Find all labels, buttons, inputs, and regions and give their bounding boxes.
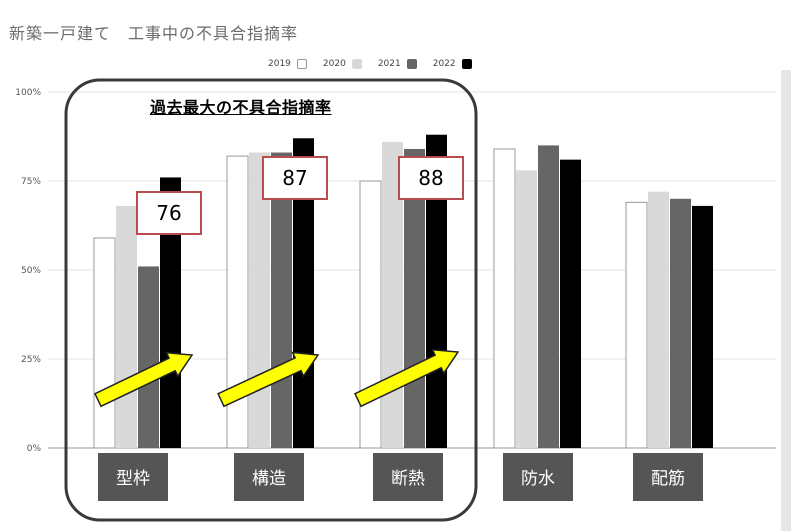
chart-title: 新築一戸建て 工事中の不具合指摘率	[9, 24, 299, 43]
callout-kouzou: 87	[262, 156, 328, 200]
legend-label: 2020	[322, 59, 346, 69]
category-label: 防水	[521, 469, 555, 489]
legend-swatch	[351, 59, 362, 69]
bar-2021-4	[670, 198, 691, 448]
y-tick-label: 100%	[15, 88, 41, 98]
category-label: 配筋	[651, 469, 685, 489]
y-tick-label: 25%	[21, 355, 41, 365]
bar-2019-3	[493, 148, 516, 449]
callout-dannetsu: 88	[398, 156, 464, 200]
bar-2019-1	[226, 155, 249, 449]
highlight-title: 過去最大の不具合指摘率	[150, 98, 332, 117]
callout-katawaku: 76	[136, 191, 202, 235]
bar-2022-3	[560, 159, 581, 448]
legend-item-2022: 2022	[433, 59, 472, 69]
trend-arrow-icon	[217, 351, 320, 408]
legend-item-2021: 2021	[378, 59, 417, 69]
category-box	[373, 453, 443, 501]
bar-2020-4	[648, 191, 669, 448]
legend-item-2020: 2020	[323, 59, 362, 69]
y-tick-label: 75%	[21, 177, 41, 187]
legend-item-2019: 2019	[268, 59, 307, 69]
category-label: 断熱	[391, 469, 425, 489]
legend: 2019 2020 2021 2022	[268, 57, 488, 71]
bar-2021-0	[138, 266, 159, 448]
legend-swatch	[461, 59, 472, 69]
bar-2019-4	[625, 201, 648, 449]
legend-swatch	[296, 59, 307, 69]
legend-label: 2019	[268, 59, 291, 69]
category-label: 構造	[252, 469, 286, 489]
highlight-frame	[64, 78, 478, 522]
bar-2020-3	[516, 170, 537, 448]
bar-2022-4	[692, 205, 713, 448]
category-box	[234, 453, 304, 501]
bar-2020-0	[116, 205, 137, 448]
right-edge-panel	[781, 70, 791, 531]
bar-2022-0	[160, 177, 181, 448]
y-tick-label: 50%	[21, 266, 41, 276]
y-tick-label: 0%	[27, 444, 42, 454]
bar-2019-2	[359, 180, 382, 449]
bar-2019-0	[93, 237, 116, 449]
trend-arrow-icon	[94, 351, 194, 408]
legend-swatch	[406, 59, 417, 69]
category-label: 型枠	[116, 469, 150, 489]
category-box	[633, 453, 703, 501]
legend-label: 2021	[377, 59, 401, 69]
bar-2021-3	[538, 145, 559, 448]
bar-2020-2	[382, 141, 403, 448]
category-box	[503, 453, 573, 501]
category-box	[98, 453, 168, 501]
legend-label: 2022	[432, 59, 456, 69]
trend-arrow-icon	[354, 348, 460, 408]
